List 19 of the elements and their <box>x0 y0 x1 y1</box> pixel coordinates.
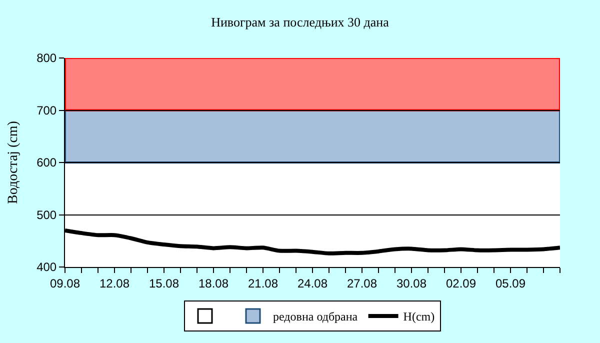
y-axis-title: Водостај (cm) <box>6 120 22 204</box>
chart-title: Нивограм за последњих 30 дана <box>211 14 390 30</box>
x-tick-label: 12.08 <box>99 276 130 290</box>
y-tick-label: 800 <box>36 51 57 66</box>
y-tick-label: 500 <box>36 208 57 222</box>
x-tick-label: 24.08 <box>297 276 328 290</box>
x-tick-label: 27.08 <box>346 276 378 290</box>
legend-label: H(cm) <box>403 310 435 324</box>
y-tick-label: 600 <box>36 156 57 170</box>
y-tick-label: 700 <box>36 103 57 118</box>
x-tick-label: 09.08 <box>50 276 80 290</box>
legend-label: редовна одбрана <box>273 310 358 324</box>
x-tick-label: 02.09 <box>446 276 476 290</box>
x-tick-label: 05.09 <box>495 276 526 290</box>
x-tick-label: 21.08 <box>248 276 278 290</box>
x-tick-label: 30.08 <box>396 276 427 290</box>
y-tick-label: 400 <box>36 260 57 274</box>
x-tick-label: 18.08 <box>198 276 229 290</box>
x-tick-label: 15.08 <box>148 276 180 290</box>
